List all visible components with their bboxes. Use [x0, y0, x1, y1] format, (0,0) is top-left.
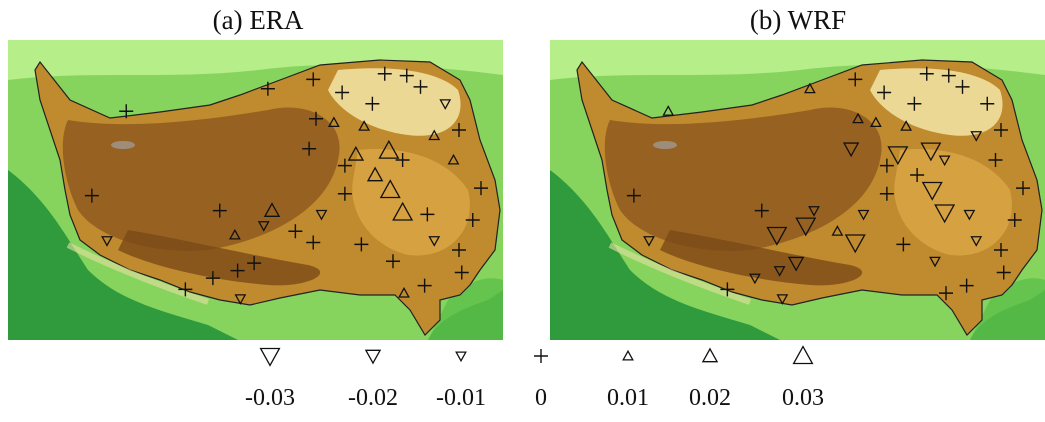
terrain-background	[550, 40, 1045, 340]
plus-marker	[534, 349, 548, 363]
up-triangle-marker	[703, 349, 717, 362]
figure: (a) ERA (b) WRF -0.03 -0.02 -0.01 0 0.01 0.02…	[0, 0, 1045, 417]
legend-label: -0.03	[245, 385, 295, 411]
down-triangle-marker	[366, 350, 380, 363]
terrain-background	[8, 40, 503, 340]
legend-label: -0.01	[436, 385, 486, 411]
up-triangle-marker	[794, 347, 813, 364]
legend-label: 0.02	[689, 385, 731, 411]
down-triangle-marker	[261, 348, 280, 365]
legend-label: 0.01	[607, 385, 649, 411]
legend-label: 0.03	[782, 385, 824, 411]
map-panel	[8, 40, 503, 340]
page: {"stations": [ {"lon": 78.6, "lat": 37.2…	[0, 0, 1045, 417]
panel-title: (b) WRF	[750, 5, 846, 35]
legend-label: 0	[535, 385, 547, 411]
down-triangle-marker	[456, 352, 466, 361]
map-panel	[550, 40, 1045, 340]
legend: -0.03 -0.02 -0.01 0 0.01 0.02 0.03	[245, 347, 824, 411]
legend-label: -0.02	[348, 385, 398, 411]
panel-title: (a) ERA	[213, 5, 304, 35]
up-triangle-marker	[623, 351, 633, 360]
